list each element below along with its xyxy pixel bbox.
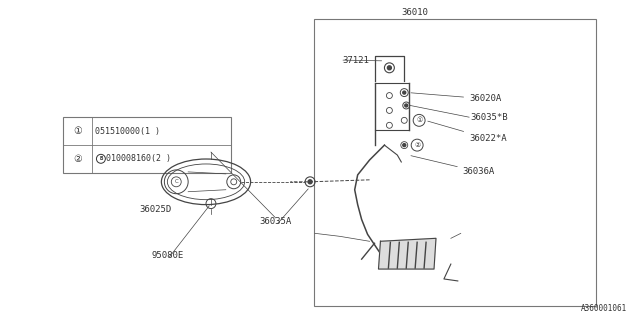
Text: ②: ② [74,154,82,164]
Bar [314,19,596,306]
Text: ①: ① [74,126,82,136]
Text: 010008160(2 ): 010008160(2 ) [106,154,172,163]
Text: 36020A: 36020A [411,93,501,103]
Polygon shape [378,238,436,269]
Text: C: C [174,179,178,184]
Text: 36025D: 36025D [139,205,171,214]
Text: 36035A: 36035A [259,217,292,226]
Circle shape [404,104,408,107]
Circle shape [403,91,406,94]
Text: ①: ① [416,117,422,123]
Text: 37121: 37121 [342,56,369,65]
Text: A360001061: A360001061 [581,304,627,313]
Text: 36035*B: 36035*B [470,113,508,122]
Text: ②: ② [414,142,420,148]
Bar [63,117,231,173]
Text: 051510000(1 ): 051510000(1 ) [95,126,161,136]
Text: 36036A: 36036A [411,156,495,176]
Circle shape [403,144,406,147]
Circle shape [387,66,392,70]
Text: 95080E: 95080E [152,251,184,260]
Text: B: B [99,156,102,161]
Text: 36010: 36010 [402,8,429,17]
Circle shape [308,180,312,184]
Text: 36022*A: 36022*A [428,121,507,143]
